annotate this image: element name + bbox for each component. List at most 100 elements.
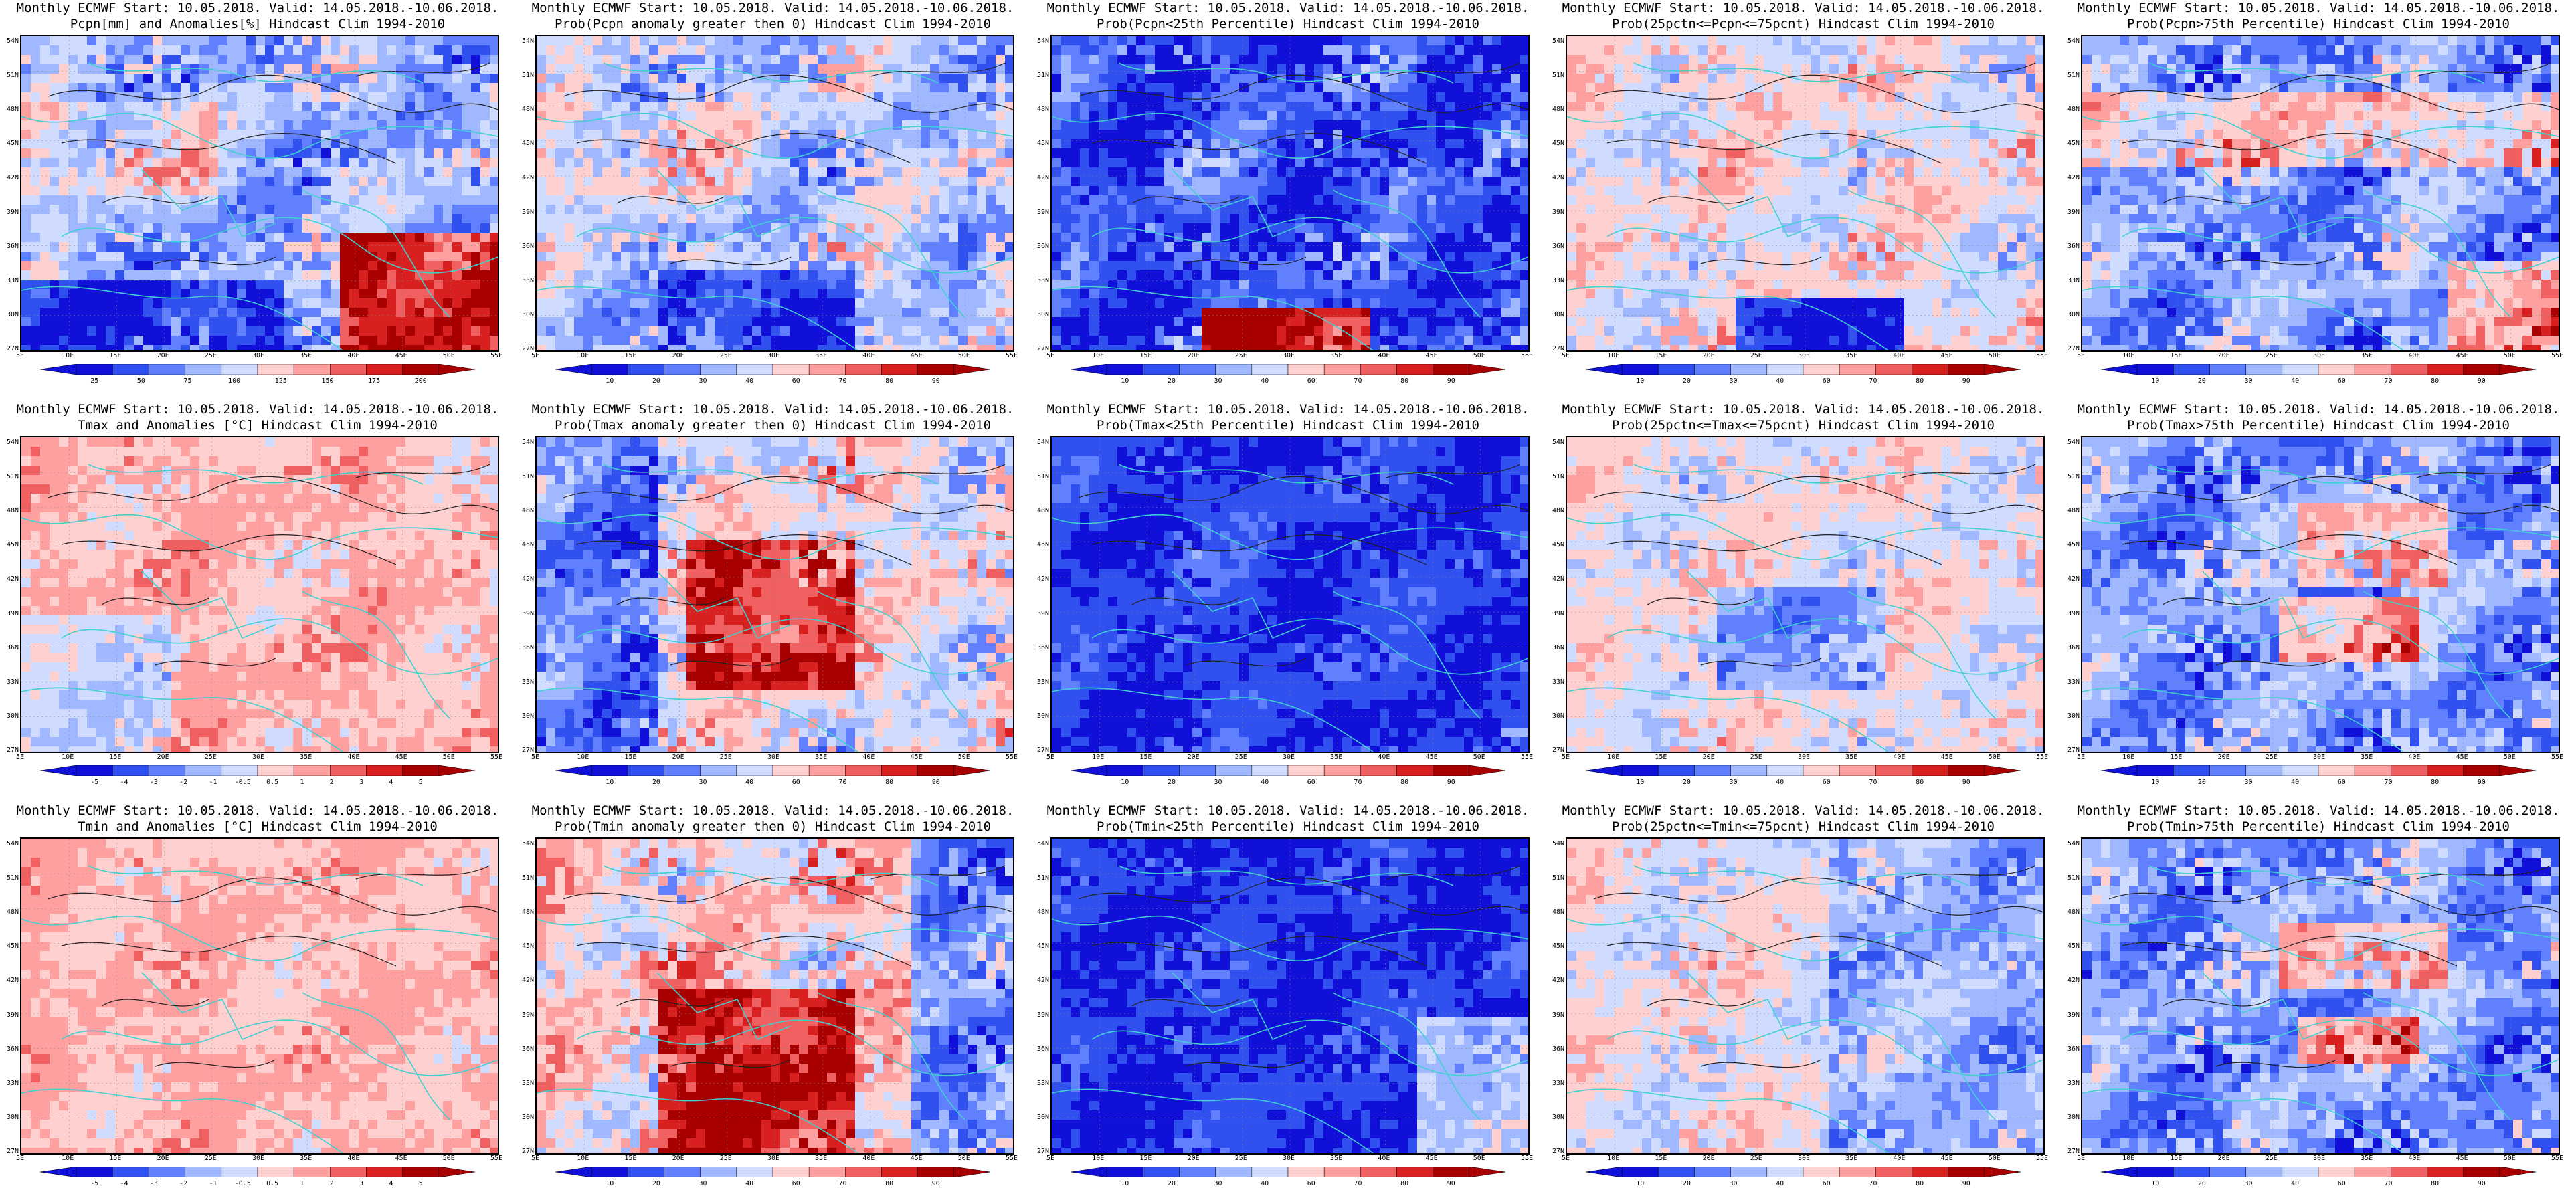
field-cell xyxy=(1071,205,1081,215)
field-cell xyxy=(911,139,921,149)
field-cell xyxy=(1286,45,1296,56)
field-cell xyxy=(256,55,266,65)
field-cell xyxy=(1492,148,1502,159)
field-cell xyxy=(31,45,41,56)
field-cell xyxy=(977,289,987,299)
field-cell xyxy=(434,326,444,336)
field-cell xyxy=(761,36,771,46)
field-cell xyxy=(1342,45,1352,56)
field-cell xyxy=(349,36,359,46)
field-cell xyxy=(256,83,266,93)
field-cell xyxy=(846,233,856,243)
field-cell xyxy=(724,148,734,159)
field-cell xyxy=(546,36,556,46)
field-cell xyxy=(668,326,678,336)
field-cell xyxy=(1258,74,1268,84)
field-cell xyxy=(602,298,612,308)
field-cell xyxy=(1483,36,1493,46)
field-cell xyxy=(424,280,434,290)
field-cell xyxy=(1108,177,1118,187)
field-cell xyxy=(452,233,462,243)
field-cell xyxy=(143,252,153,262)
field-cell xyxy=(443,120,453,130)
field-cell xyxy=(1211,102,1221,112)
field-cell xyxy=(1174,177,1184,187)
field-cell xyxy=(153,92,163,102)
field-cell xyxy=(986,308,996,318)
field-cell xyxy=(1417,83,1427,93)
field-cell xyxy=(293,92,303,102)
field-cell xyxy=(452,130,462,140)
field-cell xyxy=(106,158,116,168)
field-cell xyxy=(227,326,238,336)
field-cell xyxy=(50,326,60,336)
field-cell xyxy=(340,223,350,233)
field-cell xyxy=(715,214,725,224)
field-cell xyxy=(96,45,106,56)
field-cell xyxy=(284,345,294,350)
field-cell xyxy=(555,45,565,56)
field-cell xyxy=(312,298,322,308)
field-cell xyxy=(1080,186,1090,196)
field-cell xyxy=(115,280,125,290)
field-cell xyxy=(846,289,856,299)
field-cell xyxy=(752,252,762,262)
field-cell xyxy=(1230,167,1240,177)
field-cell xyxy=(977,345,987,350)
field-cell xyxy=(1061,261,1071,271)
field-cell xyxy=(977,223,987,233)
field-cell xyxy=(621,74,631,84)
field-cell xyxy=(199,214,209,224)
field-cell xyxy=(171,298,181,308)
field-cell xyxy=(1520,270,1528,280)
field-cell xyxy=(771,158,781,168)
field-cell xyxy=(443,242,453,252)
field-cell xyxy=(583,130,593,140)
field-cell xyxy=(761,158,771,168)
field-cell xyxy=(977,177,987,187)
field-cell xyxy=(1483,111,1493,121)
field-cell xyxy=(471,298,481,308)
field-cell xyxy=(780,55,790,65)
field-cell xyxy=(284,186,294,196)
field-cell xyxy=(593,130,603,140)
field-cell xyxy=(780,167,790,177)
field-cell xyxy=(846,205,856,215)
field-cell xyxy=(612,102,622,112)
field-cell xyxy=(87,195,97,205)
field-cell xyxy=(911,233,921,243)
field-cell xyxy=(237,139,247,149)
field-cell xyxy=(434,214,444,224)
field-cell xyxy=(490,120,498,130)
field-cell xyxy=(68,205,78,215)
field-cell xyxy=(696,242,706,252)
field-cell xyxy=(368,214,378,224)
field-cell xyxy=(836,233,846,243)
field-cell xyxy=(181,177,191,187)
field-cell xyxy=(883,223,893,233)
field-cell xyxy=(761,326,771,336)
field-cell xyxy=(790,120,800,130)
field-cell xyxy=(1436,148,1446,159)
field-cell xyxy=(434,308,444,318)
field-cell xyxy=(593,326,603,336)
latitude-label: 33N xyxy=(1032,277,1049,285)
field-cell xyxy=(612,326,622,336)
field-cell xyxy=(1117,195,1127,205)
field-cell xyxy=(677,298,687,308)
field-cell xyxy=(630,186,640,196)
field-cell xyxy=(321,130,331,140)
field-cell xyxy=(462,345,472,350)
field-cell xyxy=(331,148,341,159)
field-cell xyxy=(949,92,959,102)
field-cell xyxy=(31,74,41,84)
field-cell xyxy=(1005,120,1013,130)
field-cell xyxy=(658,92,668,102)
field-cell xyxy=(958,326,968,336)
field-cell xyxy=(1202,45,1212,56)
field-cell xyxy=(21,317,31,327)
field-cell xyxy=(902,317,912,327)
field-cell xyxy=(490,139,498,149)
field-cell xyxy=(949,308,959,318)
field-cell xyxy=(1127,261,1137,271)
